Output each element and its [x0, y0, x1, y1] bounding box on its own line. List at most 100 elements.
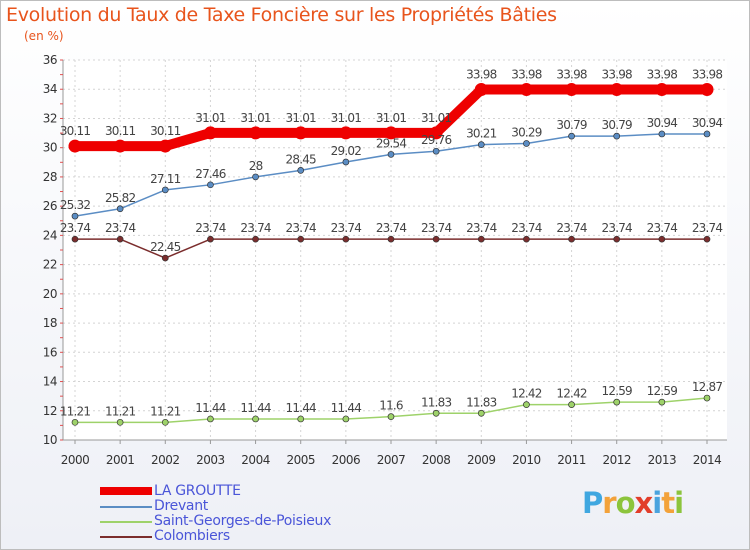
x-tick-label: 2013 — [648, 453, 677, 467]
data-label: 23.74 — [105, 221, 136, 235]
data-label: 31.01 — [195, 111, 226, 125]
data-label: 11.44 — [195, 401, 226, 415]
data-point — [71, 212, 79, 220]
data-point — [658, 130, 666, 138]
logo-letter: P — [582, 486, 603, 520]
data-point — [116, 205, 124, 213]
data-label: 30.11 — [60, 124, 91, 138]
y-tick-label: 28 — [43, 170, 57, 184]
data-label: 23.74 — [466, 221, 497, 235]
data-point — [474, 83, 488, 97]
data-point — [703, 130, 711, 138]
chart-legend: LA GROUTTE Drevant Saint-Georges-de-Pois… — [100, 484, 400, 544]
data-label: 33.98 — [692, 68, 723, 82]
data-label: 11.6 — [379, 399, 403, 413]
data-label: 11.21 — [105, 404, 136, 418]
data-label: 30.21 — [466, 127, 497, 141]
data-label: 11.83 — [466, 395, 497, 409]
legend-item-la-groutte: LA GROUTTE — [100, 484, 400, 499]
data-point — [342, 158, 350, 166]
y-tick-label: 14 — [43, 375, 57, 389]
y-tick-label: 32 — [43, 111, 57, 125]
y-tick-label: 34 — [43, 82, 57, 96]
data-label: 33.98 — [511, 68, 542, 82]
proxiti-logo: Proxiti — [582, 486, 684, 520]
x-tick-label: 2010 — [512, 453, 541, 467]
x-tick-label: 2009 — [467, 453, 496, 467]
data-label: 23.74 — [376, 221, 407, 235]
data-point — [297, 166, 305, 174]
data-label: 11.83 — [421, 395, 452, 409]
x-tick-label: 2001 — [106, 453, 135, 467]
x-tick-label: 2002 — [151, 453, 180, 467]
legend-label: Colombiers — [154, 528, 230, 544]
data-point — [477, 141, 485, 148]
data-label: 11.44 — [240, 401, 271, 415]
data-label: 23.74 — [421, 221, 452, 235]
data-label: 29.54 — [376, 136, 407, 150]
x-tick-label: 2005 — [286, 453, 315, 467]
legend-item-saint-georges: Saint-Georges-de-Poisieux — [100, 514, 400, 529]
data-point — [565, 83, 579, 97]
data-point — [116, 235, 124, 243]
x-tick-label: 2004 — [241, 453, 270, 467]
data-point — [568, 401, 575, 408]
logo-letter: x — [634, 486, 654, 520]
data-point — [658, 398, 666, 406]
y-tick-label: 10 — [43, 433, 57, 447]
legend-label: LA GROUTTE — [154, 483, 241, 499]
data-point — [161, 254, 169, 262]
x-tick-label: 2011 — [557, 453, 586, 467]
data-label: 31.01 — [240, 111, 271, 125]
data-point — [477, 235, 485, 243]
data-point — [158, 139, 172, 153]
data-point — [703, 394, 711, 402]
data-label: 12.42 — [511, 387, 542, 401]
data-point — [342, 415, 350, 423]
data-label: 33.98 — [602, 68, 633, 82]
data-label: 33.98 — [466, 68, 497, 82]
data-point — [252, 415, 259, 423]
data-point — [249, 126, 263, 140]
data-point — [342, 235, 350, 243]
data-point — [387, 235, 395, 243]
data-point — [207, 415, 214, 423]
data-label: 23.74 — [647, 221, 678, 235]
data-label: 30.29 — [511, 125, 542, 139]
y-tick-label: 16 — [43, 345, 57, 359]
legend-label: Saint-Georges-de-Poisieux — [154, 513, 332, 529]
data-point — [207, 235, 214, 243]
data-label: 30.11 — [150, 124, 181, 138]
data-label: 33.98 — [647, 68, 678, 82]
legend-swatch — [100, 487, 152, 495]
x-tick-label: 2000 — [61, 453, 90, 467]
x-tick-label: 2012 — [602, 453, 631, 467]
data-label: 29.76 — [421, 133, 452, 147]
data-point — [252, 173, 259, 181]
data-point — [161, 186, 169, 194]
data-label: 22.45 — [150, 240, 181, 254]
data-point — [252, 235, 259, 243]
data-point — [658, 235, 666, 243]
data-point — [568, 132, 575, 140]
data-label: 29.02 — [331, 144, 362, 158]
data-point — [68, 139, 82, 153]
y-tick-label: 18 — [43, 316, 57, 330]
data-point — [387, 413, 395, 420]
data-label: 23.74 — [602, 221, 633, 235]
logo-letter: o — [615, 486, 636, 520]
data-label: 12.59 — [647, 384, 678, 398]
logo-letter: i — [674, 486, 684, 520]
legend-item-drevant: Drevant — [100, 499, 400, 514]
data-label: 23.74 — [286, 221, 317, 235]
legend-swatch — [100, 506, 152, 508]
data-point — [161, 418, 169, 426]
data-point — [113, 139, 127, 153]
data-label: 30.11 — [105, 124, 136, 138]
data-point — [613, 132, 621, 140]
data-point — [203, 126, 217, 140]
logo-letter: t — [661, 486, 675, 520]
logo-letter: r — [602, 486, 616, 520]
data-point — [207, 181, 214, 189]
data-label: 28.45 — [286, 152, 317, 166]
